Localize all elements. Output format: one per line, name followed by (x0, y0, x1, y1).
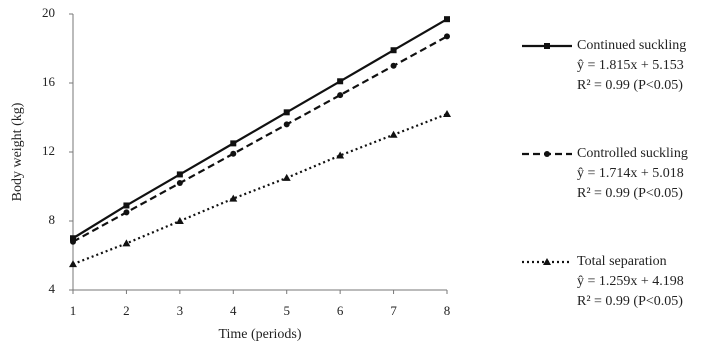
marker (389, 130, 398, 138)
y-tick-label: 8 (49, 212, 56, 227)
marker (123, 209, 130, 216)
marker (390, 47, 397, 54)
x-tick-label: 7 (390, 303, 397, 318)
series-line (72, 35, 448, 243)
x-tick-label: 4 (230, 303, 237, 318)
marker (444, 33, 450, 40)
marker (176, 171, 183, 178)
marker (337, 92, 344, 99)
x-tick-label: 5 (283, 303, 290, 318)
legend-marker (544, 151, 550, 157)
legend-label: Controlled suckling (577, 146, 688, 161)
marker (70, 238, 76, 245)
marker (229, 194, 238, 202)
marker (390, 62, 397, 69)
legend-r2: R² = 0.99 (P<0.05) (577, 294, 683, 309)
y-tick-label: 12 (42, 143, 55, 158)
marker (336, 151, 345, 159)
x-tick-label: 2 (123, 303, 130, 318)
marker (175, 217, 184, 224)
x-axis-label: Time (periods) (218, 327, 301, 342)
y-axis-label: Body weight (kg) (10, 102, 25, 201)
marker (122, 239, 131, 247)
legend-label: Total separation (577, 254, 667, 269)
series-line (72, 113, 448, 266)
marker (176, 180, 183, 187)
y-tick-label: 20 (42, 5, 55, 20)
marker (283, 121, 290, 128)
y-tick-label: 16 (42, 74, 56, 89)
x-tick-label: 3 (177, 303, 184, 318)
legend-equation: ŷ = 1.259x + 4.198 (577, 274, 684, 289)
marker (282, 173, 291, 181)
marker (444, 16, 450, 23)
x-tick-label: 1 (70, 303, 77, 318)
legend-label: Continued suckling (577, 38, 686, 53)
marker (283, 109, 290, 116)
legend-equation: ŷ = 1.815x + 5.153 (577, 58, 684, 73)
marker (230, 150, 237, 157)
marker (123, 202, 130, 209)
marker (69, 260, 77, 268)
marker (443, 110, 451, 118)
marker (230, 140, 237, 147)
series-line (72, 18, 448, 240)
legend-marker (543, 258, 551, 265)
y-tick-label: 4 (49, 281, 56, 296)
marker (337, 78, 344, 85)
legend-r2: R² = 0.99 (P<0.05) (577, 186, 683, 201)
legend-marker (544, 43, 550, 49)
x-tick-label: 6 (337, 303, 344, 318)
legend-r2: R² = 0.99 (P<0.05) (577, 78, 683, 93)
marker (70, 235, 76, 242)
legend-equation: ŷ = 1.714x + 5.018 (577, 166, 684, 181)
x-tick-label: 8 (444, 303, 451, 318)
